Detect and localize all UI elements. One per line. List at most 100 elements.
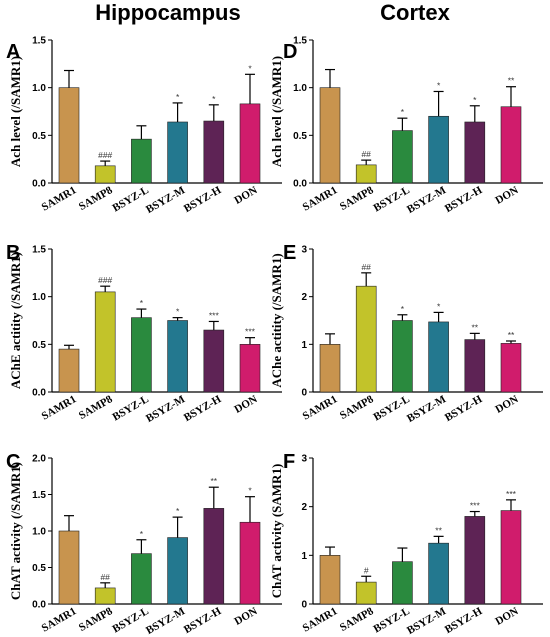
significance-label: # [364,565,369,575]
y-tick-label: 1.0 [32,83,46,94]
significance-label: ** [508,330,515,340]
category-label: BSYZ-L [371,393,411,423]
y-axis-label: ChAT activity (SAMR1) [269,464,284,599]
y-tick-label: 1.0 [293,83,307,94]
bar-bsyz-m [428,542,449,605]
significance-label: ## [100,572,110,582]
bar-don [500,106,522,184]
category-label: DON [493,184,520,207]
significance-label: ## [361,149,371,159]
category-label: BSYZ-M [144,184,188,216]
significance-label: ** [210,476,217,486]
significance-label: ** [435,525,442,535]
category-label: BSYZ-L [110,184,150,214]
significance-label: ### [98,275,112,285]
bar-don [239,344,261,393]
bar-bsyz-m [428,321,449,393]
bar-bsyz-m [428,115,449,184]
y-tick-label: 0.5 [32,131,46,142]
significance-label: * [176,506,180,516]
category-label: SAMP8 [338,184,376,213]
y-tick-label: 0.5 [293,131,307,142]
significance-label: * [248,486,252,496]
category-label: SAMP8 [77,393,115,422]
bar-samr1 [319,555,341,605]
bar-bsyz-l [131,553,152,605]
category-label: SAMP8 [77,184,115,213]
bar-bsyz-h [203,120,225,184]
panel-letter: F [283,451,295,473]
category-label: SAMP8 [77,605,115,634]
category-label: DON [232,184,259,207]
category-label: SAMP8 [338,393,376,422]
significance-label: * [248,63,252,73]
panel-letter: D [283,41,297,63]
bar-don [239,521,261,605]
category-label: BSYZ-L [371,184,411,214]
y-tick-label: 0 [301,600,307,611]
y-tick-label: 1.0 [32,292,46,303]
category-label: DON [493,605,520,628]
panel-letter: B [6,242,20,264]
bar-samp8 [94,165,116,184]
bar-bsyz-h [464,516,486,605]
y-tick-label: 1.0 [32,527,46,538]
bar-bsyz-l [392,130,413,184]
y-tick-label: 2.0 [32,454,46,465]
y-tick-label: 1.5 [32,490,46,501]
panel-letter: C [6,451,20,473]
y-tick-label: 1.5 [293,36,307,47]
y-axis-label: AChe actitity (/SAMR1) [269,253,284,387]
bar-don [500,343,522,393]
y-tick-label: 0.0 [32,179,46,190]
category-label: BSYZ-H [182,184,224,215]
bar-bsyz-h [203,329,225,393]
bar-samp8 [94,587,116,605]
y-tick-label: 0 [301,388,307,399]
significance-label: * [437,80,441,90]
bar-bsyz-l [392,320,413,393]
y-tick-label: 1 [301,340,307,351]
panel-letter: A [6,41,20,63]
bar-don [500,510,522,605]
significance-label: *** [209,310,220,320]
category-label: BSYZ-H [443,184,485,215]
category-label: BSYZ-H [182,605,224,636]
y-tick-label: 0.0 [293,179,307,190]
bar-samp8 [355,581,377,605]
bar-samr1 [58,87,80,184]
significance-label: *** [506,489,517,499]
category-label: BSYZ-H [182,393,224,424]
category-label: BSYZ-M [405,393,449,425]
category-label: DON [232,605,259,628]
bar-bsyz-h [203,508,225,605]
y-tick-label: 0.0 [32,600,46,611]
category-label: BSYZ-L [110,393,150,423]
significance-label: * [401,107,405,117]
y-tick-label: 1 [301,551,307,562]
significance-label: ## [361,262,371,272]
category-label: BSYZ-H [443,605,485,636]
significance-label: * [176,307,180,317]
significance-label: ** [471,322,478,332]
panel-letter: E [283,242,296,264]
y-tick-label: 3 [301,454,307,465]
significance-label: * [140,298,144,308]
y-tick-label: 0.5 [32,563,46,574]
significance-label: ** [508,76,515,86]
category-label: BSYZ-M [405,605,449,637]
significance-label: * [212,94,216,104]
bar-don [239,103,261,184]
y-tick-label: 3 [301,245,307,256]
y-tick-label: 2 [301,292,307,303]
significance-label: * [473,95,477,105]
bar-bsyz-h [464,339,486,393]
column-title-hippocampus: Hippocampus [95,0,240,25]
bar-bsyz-l [131,138,152,184]
category-label: DON [232,393,259,416]
